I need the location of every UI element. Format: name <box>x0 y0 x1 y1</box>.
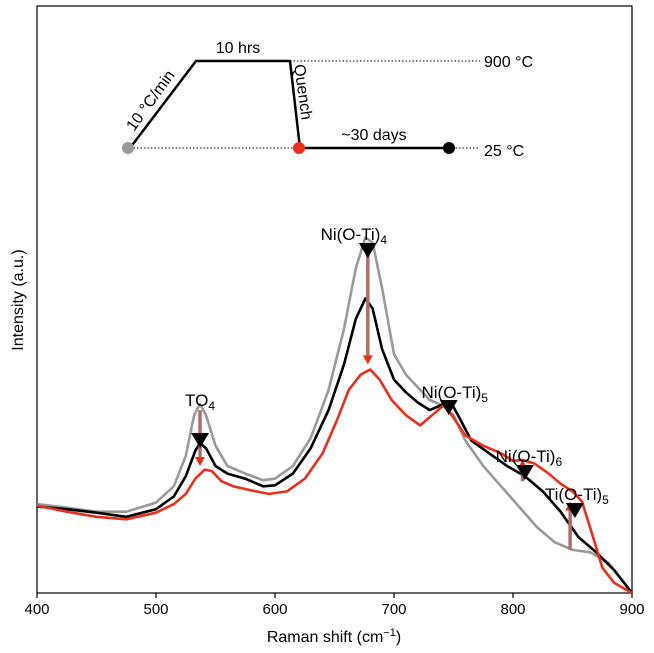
y-axis-label: Intensity (a.u.) <box>10 249 27 350</box>
x-tick-label: 400 <box>24 601 49 618</box>
inset-hold-label: 10 hrs <box>216 40 260 57</box>
peak-labels-layer: TO4 Ni(O-Ti)4 Ni(O-Ti)5 Ni(O-Ti)6 Ti(O-Ti)5 <box>185 225 609 518</box>
x-ticks-layer: 400 500 600 700 800 900 <box>24 593 645 618</box>
spectrum-gray-line <box>36 236 634 594</box>
heat-treatment-inset: 10 °C/min 10 hrs Quench ~30 days 900 °C … <box>122 40 533 160</box>
x-tick-label: 600 <box>262 601 287 618</box>
x-axis-label-sup: −1 <box>383 627 396 639</box>
inset-rate-label: 10 °C/min <box>123 67 178 134</box>
spectrum-black-line <box>36 297 634 594</box>
peak-marker-icon <box>515 465 534 480</box>
plot-frame <box>36 5 633 594</box>
change-arrow <box>362 242 373 365</box>
peak-label: TO4 <box>185 391 215 413</box>
inset-start-point <box>122 142 134 154</box>
peak-label: Ni(O-Ti)5 <box>421 383 488 405</box>
spectrum-red-line <box>36 368 633 595</box>
x-axis-label: Raman shift (cm−1) <box>267 627 401 646</box>
x-tick-label: 900 <box>619 601 644 618</box>
inset-profile-line <box>129 59 450 150</box>
inset-low-temp-label: 25 °C <box>484 143 524 160</box>
inset-high-temp-label: 900 °C <box>484 54 533 71</box>
inset-aging-label: ~30 days <box>341 127 406 144</box>
peak-marker-icon <box>358 243 377 258</box>
peak-label: Ni(O-Ti)6 <box>496 447 563 469</box>
x-tick-label: 500 <box>143 601 168 618</box>
inset-quench-point <box>293 142 305 154</box>
peak-marker-icon <box>439 400 458 415</box>
peak-label: Ti(O-Ti)5 <box>545 485 609 507</box>
x-tick-label: 700 <box>381 601 406 618</box>
series-layer <box>36 236 634 595</box>
x-tick-label: 800 <box>500 601 525 618</box>
peak-marker-icon <box>191 433 210 448</box>
inset-aged-point <box>443 142 455 154</box>
peak-label: Ni(O-Ti)4 <box>321 225 388 247</box>
peak-marker-icon <box>565 503 584 518</box>
